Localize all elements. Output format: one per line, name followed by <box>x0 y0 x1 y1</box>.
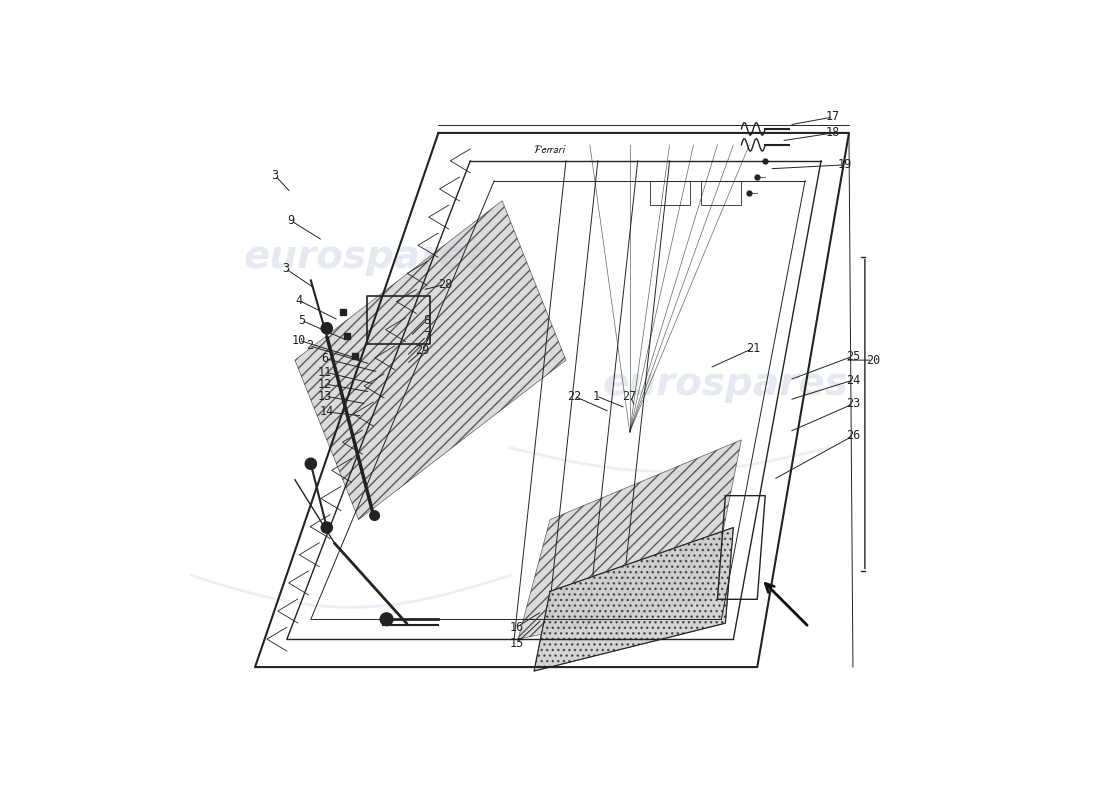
Text: 20: 20 <box>866 354 880 366</box>
Text: 22: 22 <box>566 390 581 402</box>
Circle shape <box>370 511 379 520</box>
Text: 7: 7 <box>422 330 430 342</box>
Text: 26: 26 <box>846 430 860 442</box>
Text: eurospares: eurospares <box>603 365 848 403</box>
Circle shape <box>306 458 317 470</box>
Text: 21: 21 <box>746 342 760 354</box>
Text: 2: 2 <box>306 339 312 352</box>
Text: 12: 12 <box>318 378 332 390</box>
Circle shape <box>381 613 393 626</box>
Circle shape <box>321 522 332 533</box>
Text: eurospares: eurospares <box>244 238 490 275</box>
Text: 29: 29 <box>416 344 430 357</box>
Text: 19: 19 <box>838 158 853 171</box>
Text: 16: 16 <box>509 621 524 634</box>
Text: 8: 8 <box>422 314 430 326</box>
Text: 15: 15 <box>509 637 524 650</box>
Text: 13: 13 <box>318 390 332 402</box>
Text: 1: 1 <box>593 390 600 402</box>
Text: 28: 28 <box>438 278 452 291</box>
Polygon shape <box>295 201 565 519</box>
Text: 14: 14 <box>320 406 334 418</box>
Text: 4: 4 <box>295 294 302 307</box>
Text: 24: 24 <box>846 374 860 386</box>
Polygon shape <box>535 527 734 671</box>
Polygon shape <box>535 527 734 671</box>
Polygon shape <box>518 440 741 639</box>
Text: 23: 23 <box>846 398 860 410</box>
Text: 9: 9 <box>287 214 295 227</box>
Text: $\mathcal{Ferrari}$: $\mathcal{Ferrari}$ <box>534 143 566 155</box>
Text: 11: 11 <box>318 366 332 378</box>
Text: 10: 10 <box>292 334 306 346</box>
Text: 6: 6 <box>321 352 329 365</box>
Text: 5: 5 <box>298 314 305 326</box>
Text: 27: 27 <box>623 390 637 402</box>
Text: 3: 3 <box>272 169 278 182</box>
Text: 17: 17 <box>826 110 840 123</box>
Text: 25: 25 <box>846 350 860 362</box>
Circle shape <box>321 322 332 334</box>
Text: 18: 18 <box>826 126 840 139</box>
Text: 3: 3 <box>282 262 289 275</box>
